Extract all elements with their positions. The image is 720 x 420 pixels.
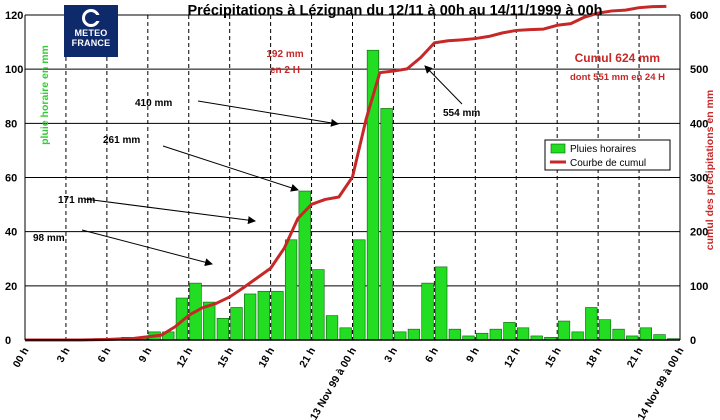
x-tick-label: 3 h bbox=[55, 346, 73, 365]
bar bbox=[598, 319, 612, 341]
x-tick-label: 6 h bbox=[95, 346, 113, 365]
bar bbox=[380, 108, 393, 341]
bar bbox=[489, 328, 502, 341]
axes: 0 20 40 60 80 100 120 0 100 200 300 400 500 600 00 h 3 … bbox=[5, 3, 716, 420]
bar bbox=[230, 307, 243, 341]
x-tick-label: 18 h bbox=[584, 346, 605, 370]
grid bbox=[25, 14, 681, 341]
bar bbox=[448, 328, 461, 341]
cumul-series bbox=[25, 4, 667, 342]
annotation-label: 410 mm bbox=[135, 98, 172, 109]
annotation-label: dont 551 mm en 24 H bbox=[570, 72, 665, 83]
meteo-france-logo: METEO FRANCE bbox=[64, 5, 118, 57]
cumul-line bbox=[25, 4, 667, 342]
legend: Pluies horaires Courbe de cumul bbox=[544, 139, 671, 171]
bar bbox=[312, 269, 325, 341]
meteo-france-mark-icon bbox=[82, 9, 101, 27]
x-tick-label: 21 h bbox=[625, 346, 646, 370]
y-tick-label-right: 200 bbox=[690, 227, 708, 239]
bar bbox=[421, 282, 434, 341]
annotation-arrow bbox=[197, 100, 339, 127]
bar bbox=[271, 290, 284, 341]
x-tick-label: 12 h bbox=[174, 346, 195, 370]
bar bbox=[476, 332, 489, 341]
logo-line-2: FRANCE bbox=[71, 38, 111, 48]
bar bbox=[325, 315, 339, 341]
y-tick-label-left: 120 bbox=[5, 10, 23, 22]
legend-label-bars: Pluies horaires bbox=[570, 144, 636, 155]
bar bbox=[284, 239, 298, 341]
x-tick-label: 21 h bbox=[297, 346, 318, 370]
bar bbox=[244, 293, 257, 341]
x-tick-label: 3 h bbox=[382, 346, 400, 365]
bar bbox=[516, 327, 530, 341]
annotation-arrow bbox=[84, 198, 256, 225]
annotation-label: 171 mm bbox=[58, 195, 95, 206]
x-tick-label: 12 h bbox=[502, 346, 523, 370]
y-tick-label-left: 0 bbox=[5, 335, 11, 347]
y-tick-label-right: 500 bbox=[690, 64, 708, 76]
annotation-label: Cumul 624 mm bbox=[575, 51, 660, 65]
x-tick-label: 18 h bbox=[256, 346, 277, 370]
legend-box bbox=[544, 139, 671, 171]
legend-label-line: Courbe de cumul bbox=[570, 158, 646, 169]
bars-series bbox=[93, 49, 680, 341]
bar bbox=[353, 239, 366, 341]
y-tick-label-right: 600 bbox=[690, 10, 708, 22]
y-tick-label-right: 0 bbox=[690, 335, 696, 347]
annotation-arrow bbox=[81, 229, 213, 267]
y-tick-label-right: 400 bbox=[690, 118, 708, 130]
bar bbox=[612, 328, 625, 341]
annotation-label: 261 mm bbox=[103, 135, 140, 146]
chart-title: Précipitations à Lézignan du 12/11 à 00h… bbox=[187, 3, 602, 19]
bar bbox=[571, 331, 584, 341]
x-tick-label: 14 Nov 99 à 00 h bbox=[635, 346, 686, 420]
x-tick-label: 9 h bbox=[464, 346, 482, 365]
bar bbox=[639, 327, 653, 341]
y-tick-label-right: 100 bbox=[690, 281, 708, 293]
x-tick-label: 00 h bbox=[11, 346, 32, 370]
y-axis-title-left: pluie horaire en mm bbox=[39, 45, 51, 145]
y-tick-label-right: 300 bbox=[690, 173, 708, 185]
x-tick-label: 15 h bbox=[543, 346, 564, 370]
bar bbox=[557, 320, 571, 341]
annotation-label: en 2 H bbox=[270, 65, 300, 76]
y-axis-title-right: cumul des précipitations en mm bbox=[704, 90, 716, 250]
x-tick-label: 9 h bbox=[136, 346, 154, 365]
bar bbox=[257, 290, 270, 341]
x-tick-label: 6 h bbox=[423, 346, 441, 365]
bar bbox=[503, 322, 516, 341]
y-tick-label-left: 80 bbox=[5, 118, 17, 130]
annotation-label: 98 mm bbox=[33, 233, 65, 244]
bar bbox=[407, 328, 421, 341]
y-tick-label-left: 100 bbox=[5, 64, 23, 76]
legend-swatch-bars bbox=[550, 143, 566, 154]
bar bbox=[653, 334, 666, 341]
annotations: 192 mm en 2 H Cumul 624 mm dont 551 mm en 2… bbox=[33, 49, 665, 267]
y-tick-label-left: 20 bbox=[5, 281, 17, 293]
bar bbox=[585, 307, 598, 341]
bar bbox=[216, 318, 229, 341]
annotation-arrow bbox=[162, 145, 299, 192]
logo-line-1: METEO bbox=[74, 28, 108, 38]
y-tick-label-left: 60 bbox=[5, 173, 17, 185]
bar bbox=[435, 266, 448, 341]
annotation-label: 554 mm bbox=[443, 108, 480, 119]
y-tick-label-left: 40 bbox=[5, 227, 17, 239]
x-tick-label: 15 h bbox=[215, 346, 236, 370]
annotation-arrow bbox=[424, 65, 463, 105]
annotation-label: 192 mm bbox=[266, 49, 303, 60]
x-tick-label: 13 Nov 99 à 00 h bbox=[308, 346, 359, 420]
bar bbox=[394, 331, 407, 341]
bar bbox=[339, 327, 352, 341]
